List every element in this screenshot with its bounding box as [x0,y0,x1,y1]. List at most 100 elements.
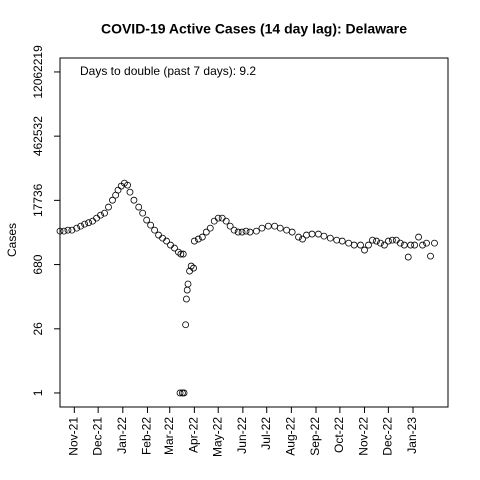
point [388,236,396,244]
point [139,209,147,217]
point [222,217,230,225]
point [182,321,190,329]
point [384,237,392,245]
x-tick-label: Mar-22 [162,417,176,455]
point [214,214,222,222]
point [167,241,174,249]
x-tick-label: Sep-22 [308,417,322,456]
point [271,222,279,230]
y-tick-label: 1 [31,389,45,396]
x-tick-label: May-22 [210,417,224,457]
point [147,221,155,229]
point [333,236,341,244]
point [258,224,266,232]
point [126,188,134,196]
y-tick-label: 462532 [31,116,45,156]
point [320,232,328,240]
point [187,262,195,270]
x-tick-label: Aug-22 [284,417,298,456]
point [246,228,254,236]
point [303,231,310,239]
point [226,222,234,230]
y-tick-label: 680 [31,254,45,274]
y-tick-label: 17736 [31,183,45,217]
point [415,233,422,241]
point [176,389,184,397]
point [190,264,197,272]
point [143,216,151,224]
y-axis-label: Cases [5,223,19,257]
point [177,250,185,258]
point [109,196,116,204]
point [230,226,238,234]
point [345,239,353,247]
point [315,230,322,238]
point [101,209,108,217]
point [93,214,100,222]
point [350,241,358,249]
point [190,237,198,245]
point [392,236,400,244]
point [163,237,170,245]
point [183,286,191,294]
point [234,228,242,236]
plot-frame [59,57,449,408]
point [238,228,246,236]
x-tick-label: Jan-23 [405,417,419,454]
point [171,244,178,252]
point [373,237,380,245]
x-tick-label: Jan-22 [115,417,129,454]
point [396,239,404,247]
point [206,224,214,232]
point [68,226,76,234]
point [151,226,159,234]
x-tick-label: Nov-21 [66,417,80,456]
point [135,203,143,211]
point [218,214,226,222]
y-tick-label: 12062219 [31,45,45,99]
point [183,295,190,303]
point [105,203,112,211]
point [77,222,85,230]
x-tick-label: Feb-22 [140,417,154,455]
point [404,253,412,261]
point [283,226,290,234]
point [338,237,346,245]
point [97,211,104,219]
point [264,222,272,230]
point [194,235,202,243]
point [175,248,182,256]
point [369,236,376,244]
x-tick-label: Dec-22 [381,417,395,456]
point [377,239,384,247]
point [155,231,162,239]
x-tick-label: Jul-22 [259,417,273,450]
point [85,219,93,227]
point [276,224,284,232]
point [60,227,68,235]
point [114,186,122,194]
chart-title: COVID-19 Active Cases (14 day lag): Dela… [101,21,407,37]
point [252,227,260,235]
point [419,241,426,249]
annotation: Days to double (past 7 days): 9.2 [80,64,256,78]
point [431,239,438,247]
point [299,235,306,243]
point [210,217,218,225]
point [308,230,316,238]
point [184,280,192,288]
point [427,252,434,260]
x-tick-label: Dec-21 [90,417,104,456]
x-tick-label: Apr-22 [187,417,201,453]
point [130,196,138,204]
point [326,234,334,242]
point [411,241,419,249]
point [81,220,89,228]
point [202,228,210,236]
point [179,250,187,258]
point [56,227,64,235]
point [242,227,250,235]
point [295,233,302,241]
